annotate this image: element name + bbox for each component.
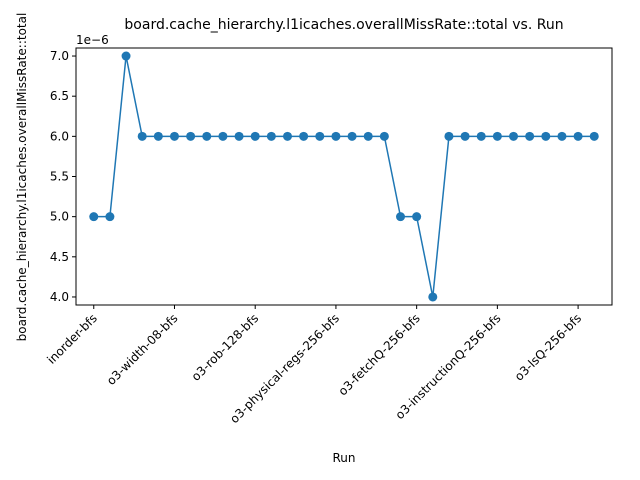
- data-point: [89, 212, 99, 222]
- data-point: [509, 131, 519, 141]
- data-point: [105, 212, 115, 222]
- data-point: [169, 131, 179, 141]
- data-point: [218, 131, 228, 141]
- data-point: [492, 131, 502, 141]
- data-point: [541, 131, 551, 141]
- data-point: [412, 212, 422, 222]
- data-point: [282, 131, 292, 141]
- y-tick-label: 5.0: [50, 210, 69, 224]
- data-point: [363, 131, 373, 141]
- data-point: [589, 131, 599, 141]
- data-point: [266, 131, 276, 141]
- y-axis: 4.0 4.5 5.0 5.5 6.0 6.5 7.0: [50, 49, 76, 304]
- data-point: [250, 131, 260, 141]
- y-tick-label: 4.0: [50, 290, 69, 304]
- chart-title: board.cache_hierarchy.l1icaches.overallM…: [124, 17, 563, 33]
- data-point: [396, 212, 406, 222]
- data-point: [444, 131, 454, 141]
- data-point: [202, 131, 212, 141]
- data-point: [557, 131, 567, 141]
- data-point: [460, 131, 470, 141]
- y-tick-label: 7.0: [50, 49, 69, 63]
- y-tick-label: 5.5: [50, 170, 69, 184]
- data-point: [573, 131, 583, 141]
- y-tick-label: 6.5: [50, 89, 69, 103]
- data-point: [315, 131, 325, 141]
- data-point: [476, 131, 486, 141]
- data-point: [153, 131, 163, 141]
- y-axis-label: board.cache_hierarchy.l1icaches.overallM…: [15, 13, 29, 342]
- data-point: [121, 51, 131, 61]
- data-point: [331, 131, 341, 141]
- data-point: [379, 131, 389, 141]
- data-point: [234, 131, 244, 141]
- data-point: [525, 131, 535, 141]
- y-tick-label: 6.0: [50, 129, 69, 143]
- data-point: [186, 131, 196, 141]
- data-point: [428, 292, 438, 302]
- x-axis-label: Run: [332, 451, 355, 465]
- data-point: [137, 131, 147, 141]
- y-tick-label: 4.5: [50, 250, 69, 264]
- series-layer: [89, 51, 599, 302]
- plot-frame: [75, 47, 613, 306]
- data-point: [299, 131, 309, 141]
- y-offset-text: 1e−6: [76, 33, 109, 47]
- data-point: [347, 131, 357, 141]
